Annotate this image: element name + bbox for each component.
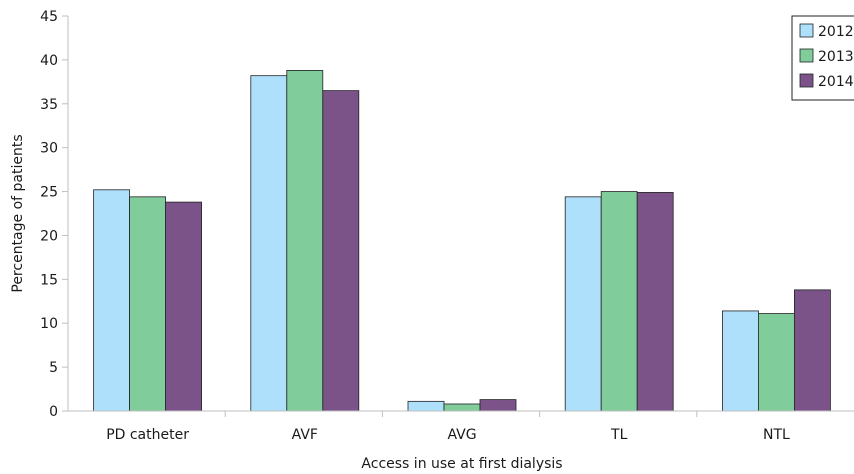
bar-2014-avf bbox=[322, 90, 360, 412]
y-tick-label: 20 bbox=[40, 228, 58, 244]
x-tick-label: TL bbox=[610, 427, 628, 443]
legend-swatch-2014 bbox=[799, 73, 814, 88]
bar-2014-pd-catheter bbox=[165, 201, 203, 412]
legend-swatch-2013 bbox=[799, 48, 814, 63]
y-tick-label: 35 bbox=[40, 97, 58, 113]
y-tick-label: 10 bbox=[40, 316, 58, 332]
bar-2014-tl bbox=[636, 192, 674, 412]
legend-label-2013: 2013 bbox=[818, 49, 854, 65]
y-tick-label: 25 bbox=[40, 185, 58, 201]
x-axis-title: Access in use at first dialysis bbox=[361, 456, 562, 472]
y-tick-label: 30 bbox=[40, 141, 58, 157]
bar-2013-tl bbox=[600, 191, 638, 412]
x-tick-label: AVF bbox=[292, 427, 318, 443]
x-tick-label: PD catheter bbox=[106, 427, 189, 443]
legend-label-2012: 2012 bbox=[818, 24, 854, 40]
bar-2013-avf bbox=[286, 70, 324, 412]
y-tick-label: 45 bbox=[40, 9, 58, 25]
x-tick-label: AVG bbox=[447, 427, 476, 443]
y-tick-label: 5 bbox=[49, 360, 58, 376]
bar-2012-ntl bbox=[722, 310, 759, 412]
bar-2012-pd-catheter bbox=[93, 189, 130, 412]
bar-2012-avf bbox=[250, 75, 288, 412]
bar-2012-avg bbox=[407, 400, 445, 412]
legend-swatch-2012 bbox=[799, 23, 814, 38]
x-tick-label: NTL bbox=[763, 427, 790, 443]
y-tick-label: 15 bbox=[40, 272, 58, 288]
y-tick-label: 40 bbox=[40, 53, 58, 69]
bar-2012-tl bbox=[564, 196, 602, 412]
y-tick-label: 0 bbox=[49, 404, 58, 420]
bars bbox=[93, 70, 831, 412]
y-axis-ticks: 0 5 10 15 20 25 30 35 40 45 bbox=[40, 9, 68, 420]
bar-2013-pd-catheter bbox=[129, 196, 167, 412]
legend: 2012 2013 2014 bbox=[791, 15, 854, 101]
x-axis-ticks: PD catheter AVF AVG TL NTL bbox=[106, 411, 790, 443]
y-axis-title: Percentage of patients bbox=[10, 134, 26, 292]
bar-2014-avg bbox=[479, 399, 517, 412]
bar-2013-ntl bbox=[758, 313, 795, 412]
legend-label-2014: 2014 bbox=[818, 74, 854, 90]
bar-2014-ntl bbox=[794, 289, 831, 412]
bar-2013-avg bbox=[443, 403, 481, 412]
